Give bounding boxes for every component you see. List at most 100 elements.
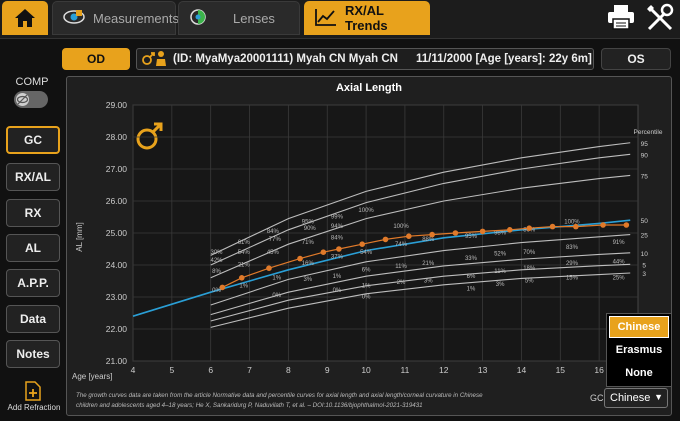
sidebar-item-data[interactable]: Data (6, 305, 60, 333)
tab-rx-al-trends-label: RX/AL Trends (345, 3, 388, 33)
percentile-curve-3 (210, 272, 631, 328)
percentile-annotation: 90% (304, 226, 317, 232)
percentile-annotation: 30% (211, 250, 224, 256)
tab-lenses-label: Lenses (233, 10, 275, 26)
x-tick-label: 4 (131, 365, 136, 375)
x-tick-label: 5 (169, 365, 174, 375)
gc-select[interactable]: Chinese ▼ (604, 388, 668, 408)
percentile-annotation: 15% (566, 275, 579, 281)
sidebar-item-al[interactable]: AL (6, 234, 60, 262)
home-button[interactable] (2, 1, 48, 35)
comp-toggle[interactable] (14, 91, 48, 108)
x-tick-label: 14 (517, 365, 527, 375)
percentile-annotation: 70% (523, 250, 536, 256)
percentile-annotation: 6% (362, 267, 371, 273)
percentile-label: 75 (641, 173, 649, 180)
x-tick-label: 8 (286, 365, 291, 375)
percentile-annotation: 99% (331, 215, 344, 221)
percentile-annotation: 77% (269, 237, 282, 243)
footnote-line-1: The growth curves data are taken from th… (76, 392, 483, 399)
y-tick-label: 24.00 (106, 260, 128, 270)
percentile-annotation: 0% (212, 288, 221, 294)
patient-id-name: (ID: MyaMya20001111) Myah CN Myah CN (173, 53, 398, 65)
x-tick-label: 13 (478, 365, 488, 375)
top-toolbar: Measurements Lenses RX/AL Trends (0, 0, 680, 39)
measured-point (238, 275, 245, 281)
measured-point (623, 222, 630, 228)
percentile-label: 3 (642, 271, 646, 278)
settings-button[interactable] (645, 3, 675, 33)
tools-icon (647, 3, 674, 31)
chart-title: Axial Length (336, 82, 402, 94)
patient-info-bar[interactable]: (ID: MyaMya20001111) Myah CN Myah CN 11/… (136, 48, 594, 70)
measured-point (549, 223, 556, 230)
x-tick-label: 16 (594, 365, 604, 375)
y-tick-label: 25.00 (106, 228, 128, 238)
percentile-annotation: 21% (422, 261, 435, 267)
percentile-annotation: 84% (267, 229, 280, 235)
x-tick-label: 11 (401, 365, 410, 375)
os-button[interactable]: OS (601, 48, 671, 70)
measured-point (573, 223, 579, 230)
percentile-annotation: 100% (358, 208, 374, 214)
add-refraction-button[interactable] (24, 381, 42, 401)
measured-point (359, 241, 365, 247)
percentile-annotation: 25% (613, 275, 626, 281)
sidebar-item-rx[interactable]: RX (6, 199, 60, 227)
measured-point (320, 249, 327, 255)
x-tick-label: 10 (361, 365, 371, 375)
y-tick-label: 26.00 (106, 196, 128, 206)
sidebar-item-rx-al[interactable]: RX/AL (6, 163, 60, 191)
gc-option-chinese[interactable]: Chinese (609, 316, 669, 338)
percentile-annotation: 42% (211, 258, 224, 264)
percentile-annotation: 71% (302, 240, 315, 246)
measured-point (507, 227, 513, 233)
percentile-annotation: 95% (302, 219, 315, 225)
chart-panel: Axial Length AL [mm] Age [years] Percent… (66, 76, 672, 416)
measured-point (600, 222, 606, 228)
y-tick-label: 27.00 (106, 164, 128, 174)
parent-child-icon (141, 49, 169, 69)
percentile-annotation: 45% (267, 250, 280, 256)
percentile-annotation: 33% (465, 256, 478, 262)
percentile-curve-90 (210, 153, 631, 266)
percentile-annotation: 74% (395, 242, 408, 248)
gc-select-label: GC (590, 393, 604, 403)
measured-point (406, 233, 412, 239)
percentile-label: 25 (641, 233, 649, 240)
gc-selected-value: Chinese (610, 392, 651, 404)
y-axis-label: AL [mm] (75, 222, 84, 251)
y-tick-label: 29.00 (106, 100, 128, 110)
sidebar-item-notes[interactable]: Notes (6, 340, 60, 368)
gc-option-none[interactable]: None (625, 367, 653, 379)
x-tick-label: 15 (556, 365, 566, 375)
measured-point (297, 255, 303, 262)
tab-rx-al-trends[interactable]: RX/AL Trends (304, 1, 430, 35)
gc-option-erasmus[interactable]: Erasmus (615, 344, 663, 356)
toggle-knob (16, 93, 29, 106)
od-button[interactable]: OD (62, 48, 130, 70)
tab-measurements[interactable]: Measurements (52, 1, 179, 35)
sidebar-item-gc[interactable]: GC (6, 126, 60, 154)
print-button[interactable] (607, 4, 637, 32)
percentile-annotation: 61% (238, 240, 251, 246)
percentile-annotation: 3% (303, 277, 312, 283)
footnote-line-2: children and adolescents aged 4–18 years… (76, 402, 423, 409)
measured-point (526, 225, 533, 231)
sidebar-item-app[interactable]: A.P.P. (6, 269, 60, 297)
percentile-annotation: 54% (238, 250, 251, 256)
lens-icon (189, 8, 209, 29)
y-tick-label: 23.00 (106, 292, 128, 302)
measured-point (429, 231, 435, 238)
trend-chart-icon (315, 8, 337, 29)
chevron-down-icon: ▼ (654, 392, 663, 402)
percentile-curve-5 (210, 263, 631, 322)
percentile-label: 10 (641, 251, 649, 258)
tab-lenses[interactable]: Lenses (178, 1, 300, 35)
percentile-legend-title: Percentile (634, 129, 663, 136)
percentile-label: 90 (641, 152, 649, 159)
measured-point (452, 230, 459, 236)
percentile-annotation: 1% (362, 283, 371, 289)
y-tick-label: 28.00 (106, 132, 128, 142)
percentile-annotation: 84% (331, 235, 344, 241)
